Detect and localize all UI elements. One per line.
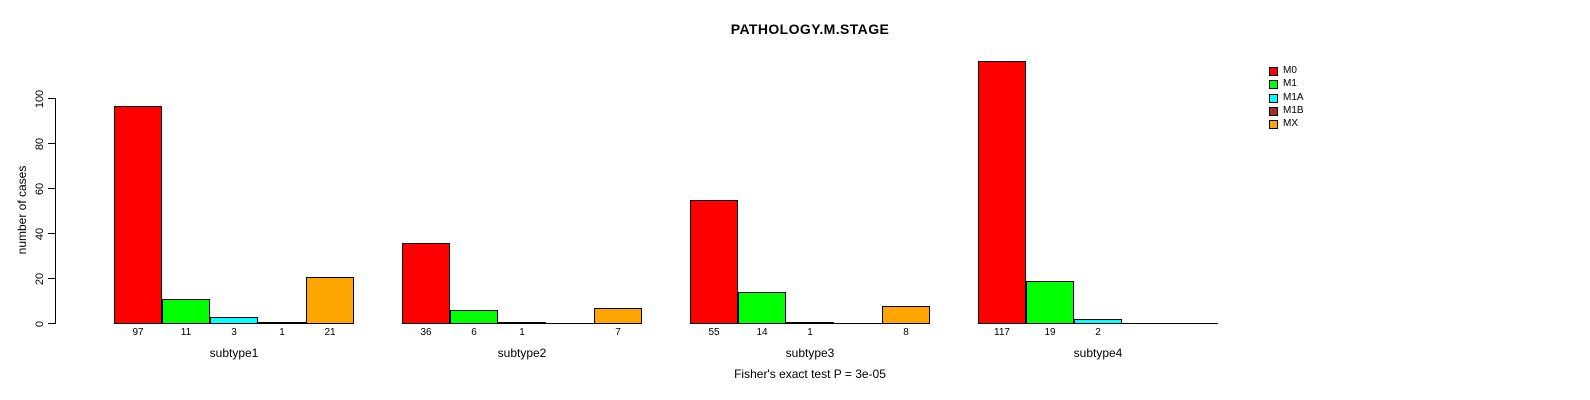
- bar-value-label: 1: [279, 327, 285, 338]
- legend-key-m0: [1269, 67, 1278, 76]
- legend-label-m1: M1: [1283, 78, 1297, 89]
- bar-mx: [306, 277, 354, 324]
- bar-value-label: 2: [1095, 327, 1101, 338]
- bar-value-label: 21: [324, 327, 336, 338]
- y-axis-tick: [48, 233, 55, 234]
- bar-m0: [402, 243, 450, 324]
- legend-label-m1b: M1B: [1283, 105, 1304, 116]
- bar-value-label: 1: [807, 327, 813, 338]
- y-axis-tick-label: 100: [34, 89, 46, 108]
- chart-title: PATHOLOGY.M.STAGE: [730, 21, 890, 37]
- bar-value-label: 6: [471, 327, 477, 338]
- y-axis-tick: [48, 278, 55, 279]
- legend-label-m1a: M1A: [1283, 92, 1304, 103]
- bar-m1a: [498, 322, 546, 324]
- bar-m1: [450, 310, 498, 324]
- bar-value-label: 11: [180, 327, 192, 338]
- legend-label-mx: MX: [1283, 118, 1298, 129]
- bar-value-label: 1: [519, 327, 525, 338]
- bar-m1b: [258, 322, 306, 324]
- bar-value-label: 3: [231, 327, 237, 338]
- y-axis-tick: [48, 98, 55, 99]
- y-axis-tick-label: 60: [34, 182, 46, 195]
- bar-value-label: 8: [903, 327, 909, 338]
- legend-label-m0: M0: [1283, 65, 1297, 76]
- legend-key-m1a: [1269, 94, 1278, 103]
- bar-value-label: 36: [420, 327, 432, 338]
- y-axis-title: number of cases: [15, 165, 29, 255]
- bar-value-label: 14: [756, 327, 768, 338]
- y-axis-line: [55, 98, 56, 324]
- group-label-subtype3: subtype3: [785, 346, 835, 360]
- y-axis-tick-label: 80: [34, 137, 46, 150]
- legend-key-mx: [1269, 120, 1278, 129]
- group-label-subtype1: subtype1: [209, 346, 259, 360]
- bar-value-label: 19: [1044, 327, 1056, 338]
- y-axis-tick-label: 20: [34, 272, 46, 285]
- y-axis-tick-label: 0: [34, 320, 46, 327]
- bar-m0: [978, 61, 1026, 324]
- group-label-subtype2: subtype2: [497, 346, 547, 360]
- bar-m0: [690, 200, 738, 324]
- y-axis-tick: [48, 188, 55, 189]
- bar-value-label: 7: [615, 327, 621, 338]
- group-label-subtype4: subtype4: [1073, 346, 1123, 360]
- bar-m1a: [1074, 319, 1122, 324]
- bar-m1a: [786, 322, 834, 324]
- bar-m1: [1026, 281, 1074, 324]
- bar-value-label: 55: [708, 327, 720, 338]
- legend-key-m1b: [1269, 107, 1278, 116]
- y-axis-tick: [48, 143, 55, 144]
- bar-value-label: 117: [994, 327, 1010, 338]
- footnote: Fisher's exact test P = 3e-05: [734, 367, 886, 381]
- bar-m1a: [210, 317, 258, 324]
- bar-m0: [114, 106, 162, 324]
- bar-mx: [594, 308, 642, 324]
- legend-key-m1: [1269, 80, 1278, 89]
- bar-m1: [738, 292, 786, 324]
- y-axis-tick-label: 40: [34, 227, 46, 240]
- bar-m1: [162, 299, 210, 324]
- bar-value-label: 97: [132, 327, 144, 338]
- bar-mx: [882, 306, 930, 324]
- y-axis-tick: [48, 323, 55, 324]
